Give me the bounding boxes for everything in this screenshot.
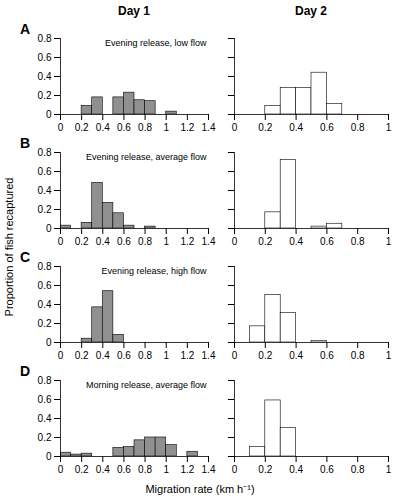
- svg-text:1.4: 1.4: [202, 464, 216, 475]
- html-text:Proportion of fish recaptured: Proportion of fish recaptured: [3, 177, 15, 317]
- svg-text:0.8: 0.8: [138, 236, 152, 247]
- svg-text:1: 1: [163, 464, 169, 475]
- html-text:B: B: [20, 135, 31, 151]
- html-text:A: A: [20, 21, 31, 37]
- svg-text:0.4: 0.4: [289, 350, 303, 361]
- svg-text:0.6: 0.6: [117, 464, 131, 475]
- svg-text:1.4: 1.4: [202, 350, 216, 361]
- svg-text:1.4: 1.4: [202, 122, 216, 133]
- html-text:Day 2: Day 2: [295, 4, 327, 18]
- svg-text:0.8: 0.8: [351, 464, 365, 475]
- svg-text:1: 1: [163, 236, 169, 247]
- svg-text:0: 0: [58, 464, 64, 475]
- svg-text:0: 0: [58, 236, 64, 247]
- svg-text:0.8: 0.8: [38, 33, 52, 44]
- svg-text:0: 0: [58, 350, 64, 361]
- svg-text:0.4: 0.4: [289, 236, 303, 247]
- svg-text:0.8: 0.8: [351, 236, 365, 247]
- svg-text:0: 0: [46, 451, 52, 462]
- svg-text:0.2: 0.2: [38, 318, 52, 329]
- svg-text:0: 0: [232, 350, 238, 361]
- svg-text:0.2: 0.2: [38, 90, 52, 101]
- svg-text:0.2: 0.2: [75, 464, 89, 475]
- svg-text:0.8: 0.8: [138, 122, 152, 133]
- html-text:D: D: [20, 363, 31, 379]
- svg-text:0.4: 0.4: [38, 299, 52, 310]
- svg-text:0.8: 0.8: [38, 261, 52, 272]
- svg-text:0: 0: [232, 464, 238, 475]
- svg-text:1.2: 1.2: [180, 350, 194, 361]
- svg-text:0.4: 0.4: [96, 464, 110, 475]
- svg-text:0.6: 0.6: [320, 464, 334, 475]
- svg-text:0.4: 0.4: [289, 122, 303, 133]
- svg-text:0: 0: [46, 109, 52, 120]
- svg-text:0.6: 0.6: [117, 122, 131, 133]
- svg-text:0.4: 0.4: [96, 122, 110, 133]
- svg-text:0.2: 0.2: [258, 236, 272, 247]
- svg-text:0.6: 0.6: [38, 280, 52, 291]
- svg-text:0: 0: [232, 122, 238, 133]
- svg-text:0.4: 0.4: [38, 413, 52, 424]
- svg-text:1: 1: [163, 122, 169, 133]
- html-text:Migration rate (km h⁻¹): Migration rate (km h⁻¹): [145, 483, 255, 495]
- svg-text:0.8: 0.8: [138, 464, 152, 475]
- svg-text:0.6: 0.6: [117, 236, 131, 247]
- svg-text:0.6: 0.6: [320, 122, 334, 133]
- svg-text:0.2: 0.2: [38, 204, 52, 215]
- svg-text:0.2: 0.2: [258, 122, 272, 133]
- svg-text:0: 0: [46, 337, 52, 348]
- svg-text:0: 0: [46, 223, 52, 234]
- svg-text:1: 1: [386, 350, 392, 361]
- svg-text:Morning release, average flow: Morning release, average flow: [86, 380, 207, 390]
- svg-text:Evening release, high flow: Evening release, high flow: [101, 266, 207, 276]
- svg-text:1: 1: [163, 350, 169, 361]
- svg-text:0.6: 0.6: [38, 52, 52, 63]
- svg-text:0.2: 0.2: [75, 350, 89, 361]
- svg-text:0.8: 0.8: [351, 122, 365, 133]
- html-text:Day 1: Day 1: [118, 4, 150, 18]
- svg-text:0.8: 0.8: [38, 375, 52, 386]
- svg-text:Evening release, low flow: Evening release, low flow: [105, 38, 207, 48]
- svg-text:1: 1: [386, 122, 392, 133]
- svg-text:1: 1: [386, 236, 392, 247]
- svg-text:1.2: 1.2: [180, 236, 194, 247]
- svg-text:0.8: 0.8: [138, 350, 152, 361]
- svg-text:Evening release, average flow: Evening release, average flow: [86, 152, 207, 162]
- html-text:C: C: [20, 249, 31, 265]
- svg-text:0.8: 0.8: [351, 350, 365, 361]
- svg-text:0.2: 0.2: [258, 464, 272, 475]
- svg-text:1.4: 1.4: [202, 236, 216, 247]
- svg-text:0.6: 0.6: [38, 394, 52, 405]
- svg-text:0: 0: [58, 122, 64, 133]
- svg-text:0.6: 0.6: [320, 236, 334, 247]
- svg-text:0.6: 0.6: [38, 166, 52, 177]
- svg-text:0.4: 0.4: [38, 71, 52, 82]
- svg-text:0.2: 0.2: [258, 350, 272, 361]
- svg-text:0.4: 0.4: [289, 464, 303, 475]
- svg-text:0: 0: [232, 236, 238, 247]
- svg-text:0.4: 0.4: [38, 185, 52, 196]
- svg-text:0.2: 0.2: [75, 236, 89, 247]
- svg-text:0.6: 0.6: [117, 350, 131, 361]
- svg-text:0.2: 0.2: [75, 122, 89, 133]
- svg-text:0.2: 0.2: [38, 432, 52, 443]
- svg-text:1: 1: [386, 464, 392, 475]
- svg-text:1.2: 1.2: [180, 122, 194, 133]
- svg-text:0.4: 0.4: [96, 236, 110, 247]
- svg-text:0.4: 0.4: [96, 350, 110, 361]
- svg-text:1.2: 1.2: [180, 464, 194, 475]
- svg-text:0.8: 0.8: [38, 147, 52, 158]
- svg-text:0.6: 0.6: [320, 350, 334, 361]
